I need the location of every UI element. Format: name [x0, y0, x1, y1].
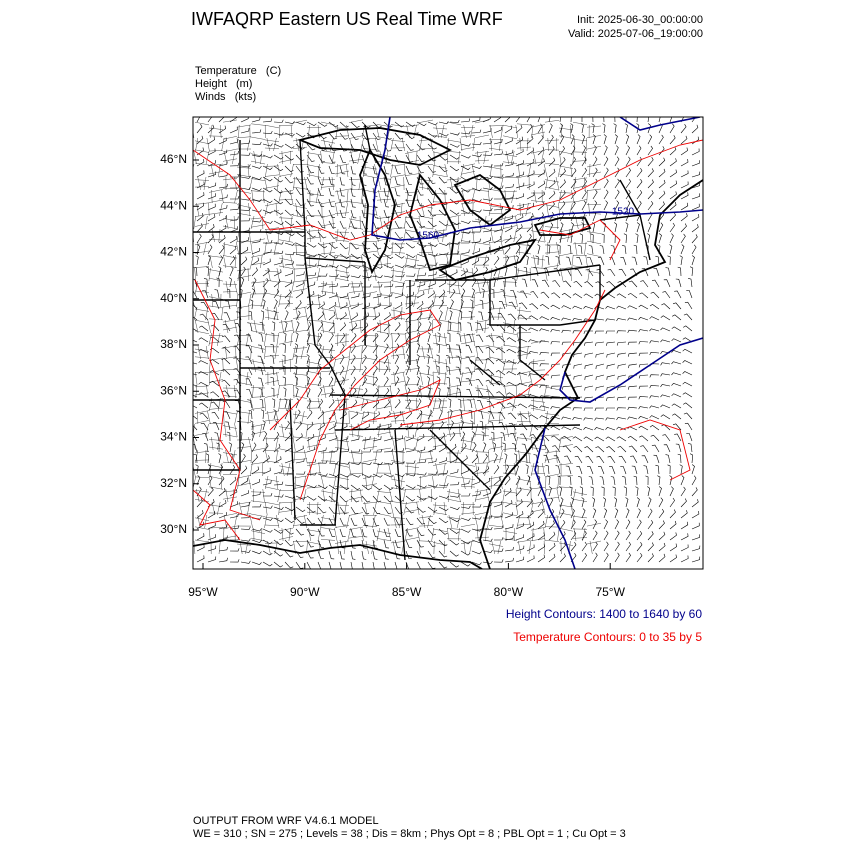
- init-time: Init: 2025-06-30_00:00:00: [577, 14, 703, 26]
- height-contours: [371, 117, 703, 569]
- lat-label: 30°N: [160, 522, 187, 536]
- map: 1560 1520: [193, 117, 703, 569]
- temperature-contours: [193, 139, 703, 541]
- lat-label: 38°N: [160, 337, 187, 351]
- lon-label: 85°W: [392, 585, 422, 599]
- map-ticks: 46°N 44°N 42°N 40°N 38°N 36°N 34°N 32°N 30°N 95°W…: [160, 152, 625, 599]
- map-frame: [192, 116, 704, 570]
- lat-label: 40°N: [160, 291, 187, 305]
- valid-time: Valid: 2025-07-06_19:00:00: [568, 28, 703, 40]
- legend-temperature: Temperature Contours: 0 to 35 by 5: [513, 630, 702, 644]
- contour-label: 1520: [612, 207, 635, 218]
- title: IWFAQRP Eastern US Real Time WRF: [191, 9, 503, 29]
- lat-label: 36°N: [160, 383, 187, 397]
- lat-label: 32°N: [160, 476, 187, 490]
- footer-line: WE = 310 ; SN = 275 ; Levels = 38 ; Dis …: [193, 828, 626, 840]
- lat-label: 34°N: [160, 430, 187, 444]
- lon-label: 95°W: [188, 585, 218, 599]
- legend-height: Height Contours: 1400 to 1640 by 60: [506, 607, 702, 621]
- contour-label: 1560: [417, 231, 440, 242]
- lat-label: 46°N: [160, 152, 187, 166]
- lon-label: 75°W: [595, 585, 625, 599]
- lon-label: 90°W: [290, 585, 320, 599]
- lat-label: 42°N: [160, 245, 187, 259]
- field-label: Winds (kts): [195, 91, 256, 103]
- field-label: Height (m): [195, 78, 252, 90]
- field-label: Temperature (C): [195, 65, 281, 77]
- lat-label: 44°N: [160, 198, 187, 212]
- lon-label: 80°W: [494, 585, 524, 599]
- footer-line: OUTPUT FROM WRF V4.6.1 MODEL: [193, 815, 379, 827]
- county-lines: [193, 119, 602, 555]
- coastline: [193, 127, 703, 569]
- county-grid: [193, 119, 602, 555]
